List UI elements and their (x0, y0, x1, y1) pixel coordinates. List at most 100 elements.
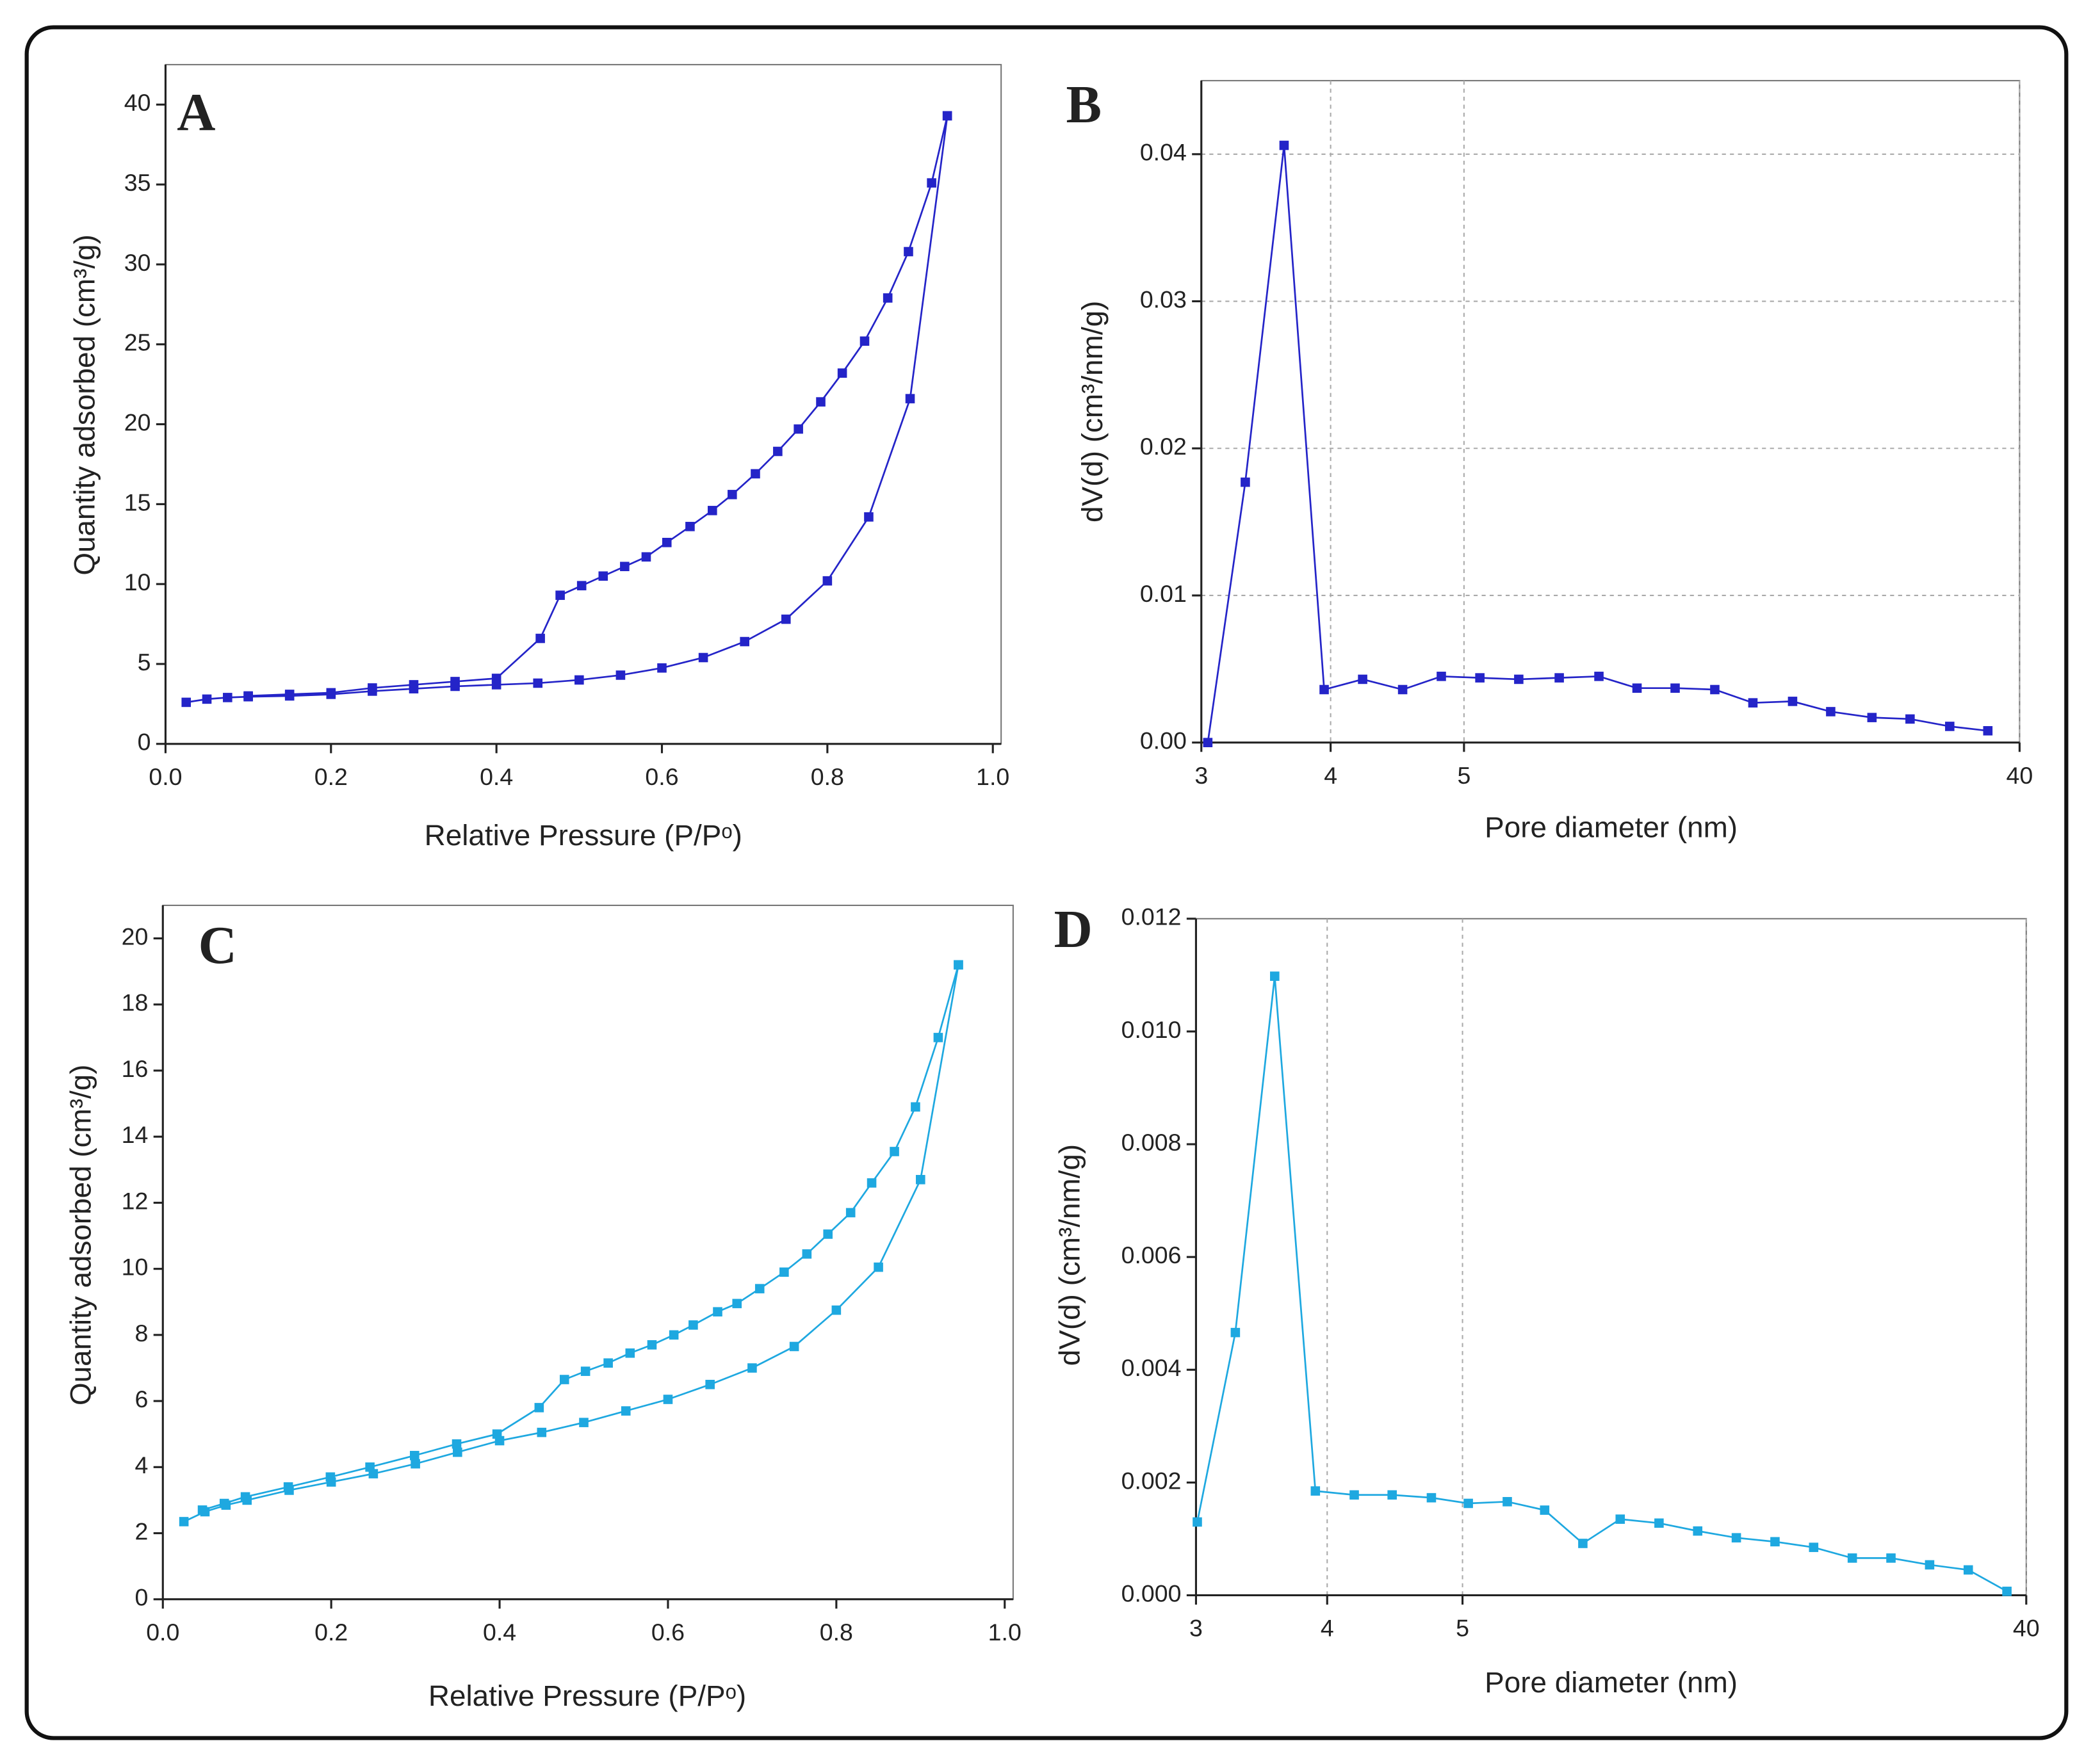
marker (942, 111, 952, 121)
marker (450, 677, 460, 686)
marker (181, 697, 191, 708)
y-tick-label: 0 (134, 1584, 148, 1611)
marker (954, 960, 963, 970)
y-tick-label: 0.02 (1140, 433, 1187, 460)
marker (1710, 684, 1720, 695)
marker (1826, 707, 1836, 716)
y-tick-label: 0.03 (1140, 286, 1187, 312)
marker (713, 1307, 722, 1317)
marker (1886, 1553, 1896, 1563)
marker (615, 670, 626, 680)
marker (1270, 971, 1280, 981)
marker (1358, 674, 1367, 684)
marker (859, 336, 870, 346)
marker (916, 1175, 925, 1185)
y-tick-label: 30 (124, 249, 151, 276)
y-tick-label: 0.004 (1121, 1354, 1182, 1381)
y-tick-label: 16 (122, 1055, 149, 1082)
marker (533, 678, 543, 688)
marker (574, 675, 584, 685)
panel-label: B (1066, 76, 1102, 134)
marker (411, 1459, 420, 1469)
marker (1731, 1533, 1741, 1542)
x-axis-title: Relative Pressure (P/Pᵒ) (428, 1679, 746, 1712)
marker (823, 1229, 833, 1239)
marker (747, 1363, 757, 1373)
marker (883, 293, 893, 303)
marker (410, 1450, 419, 1461)
marker (1963, 1565, 1973, 1575)
marker (845, 1208, 856, 1218)
x-tick-label: 0.6 (645, 763, 678, 790)
marker (754, 1284, 765, 1293)
marker (927, 178, 936, 188)
marker (781, 614, 791, 624)
y-tick-label: 10 (122, 1254, 149, 1281)
marker (603, 1358, 613, 1368)
y-tick-label: 0.008 (1121, 1129, 1182, 1156)
x-tick-label: 1.0 (988, 1619, 1022, 1646)
marker (1193, 1517, 1202, 1527)
marker (662, 537, 672, 547)
marker (779, 1267, 789, 1277)
x-tick-label: 0.6 (651, 1619, 685, 1646)
x-tick-label: 4 (1324, 762, 1337, 789)
y-tick-label: 0.01 (1140, 580, 1187, 607)
marker (1615, 1514, 1625, 1524)
marker (491, 674, 501, 683)
y-tick-label: 6 (134, 1386, 148, 1412)
y-tick-label: 14 (122, 1121, 149, 1148)
x-axis-title: Relative Pressure (P/Pᵒ) (425, 818, 742, 852)
panel-label: A (177, 83, 215, 142)
marker (620, 562, 630, 572)
marker (580, 1366, 590, 1376)
series-line (202, 964, 959, 1511)
y-tick-label: 40 (124, 89, 151, 116)
marker (326, 688, 336, 698)
marker (911, 1102, 920, 1112)
y-tick-label: 12 (122, 1187, 149, 1214)
plot-frame (165, 63, 1002, 745)
marker (657, 663, 667, 673)
y-axis-title: dV(d) (cm³/nm/g) (1075, 301, 1109, 522)
y-tick-label: 18 (122, 989, 149, 1016)
y-axis-title: dV(d) (cm³/nm/g) (1053, 1144, 1086, 1366)
marker (816, 397, 826, 407)
x-tick-label: 40 (2007, 762, 2033, 789)
x-tick-label: 3 (1194, 762, 1208, 789)
marker (283, 1482, 293, 1492)
y-tick-label: 0.00 (1140, 727, 1187, 754)
panel-label: D (1054, 900, 1093, 959)
marker (1241, 477, 1250, 487)
panel-label: C (199, 916, 237, 975)
marker (1809, 1542, 1819, 1552)
marker (874, 1262, 883, 1272)
x-tick-label: 5 (1456, 1615, 1469, 1642)
marker (1349, 1490, 1359, 1500)
marker (1693, 1526, 1703, 1536)
marker (243, 691, 253, 701)
marker (621, 1406, 631, 1416)
x-tick-label: 3 (1189, 1615, 1203, 1642)
y-tick-label: 0.000 (1121, 1580, 1182, 1606)
y-tick-label: 0.006 (1121, 1242, 1182, 1268)
y-tick-label: 35 (124, 169, 151, 196)
plot-frame (1200, 79, 2021, 743)
y-tick-label: 4 (134, 1452, 148, 1478)
marker (284, 690, 295, 699)
marker (837, 368, 847, 378)
marker (1788, 697, 1798, 706)
y-tick-label: 0.04 (1140, 139, 1187, 166)
marker (685, 522, 695, 531)
marker (625, 1348, 635, 1358)
marker (368, 683, 377, 693)
marker (688, 1320, 698, 1330)
marker (1514, 674, 1524, 684)
marker (1397, 684, 1408, 695)
marker (1905, 714, 1915, 724)
frame (24, 25, 2069, 1740)
marker (492, 1429, 502, 1439)
marker (647, 1340, 657, 1350)
marker (933, 1033, 943, 1042)
marker (1279, 140, 1289, 150)
